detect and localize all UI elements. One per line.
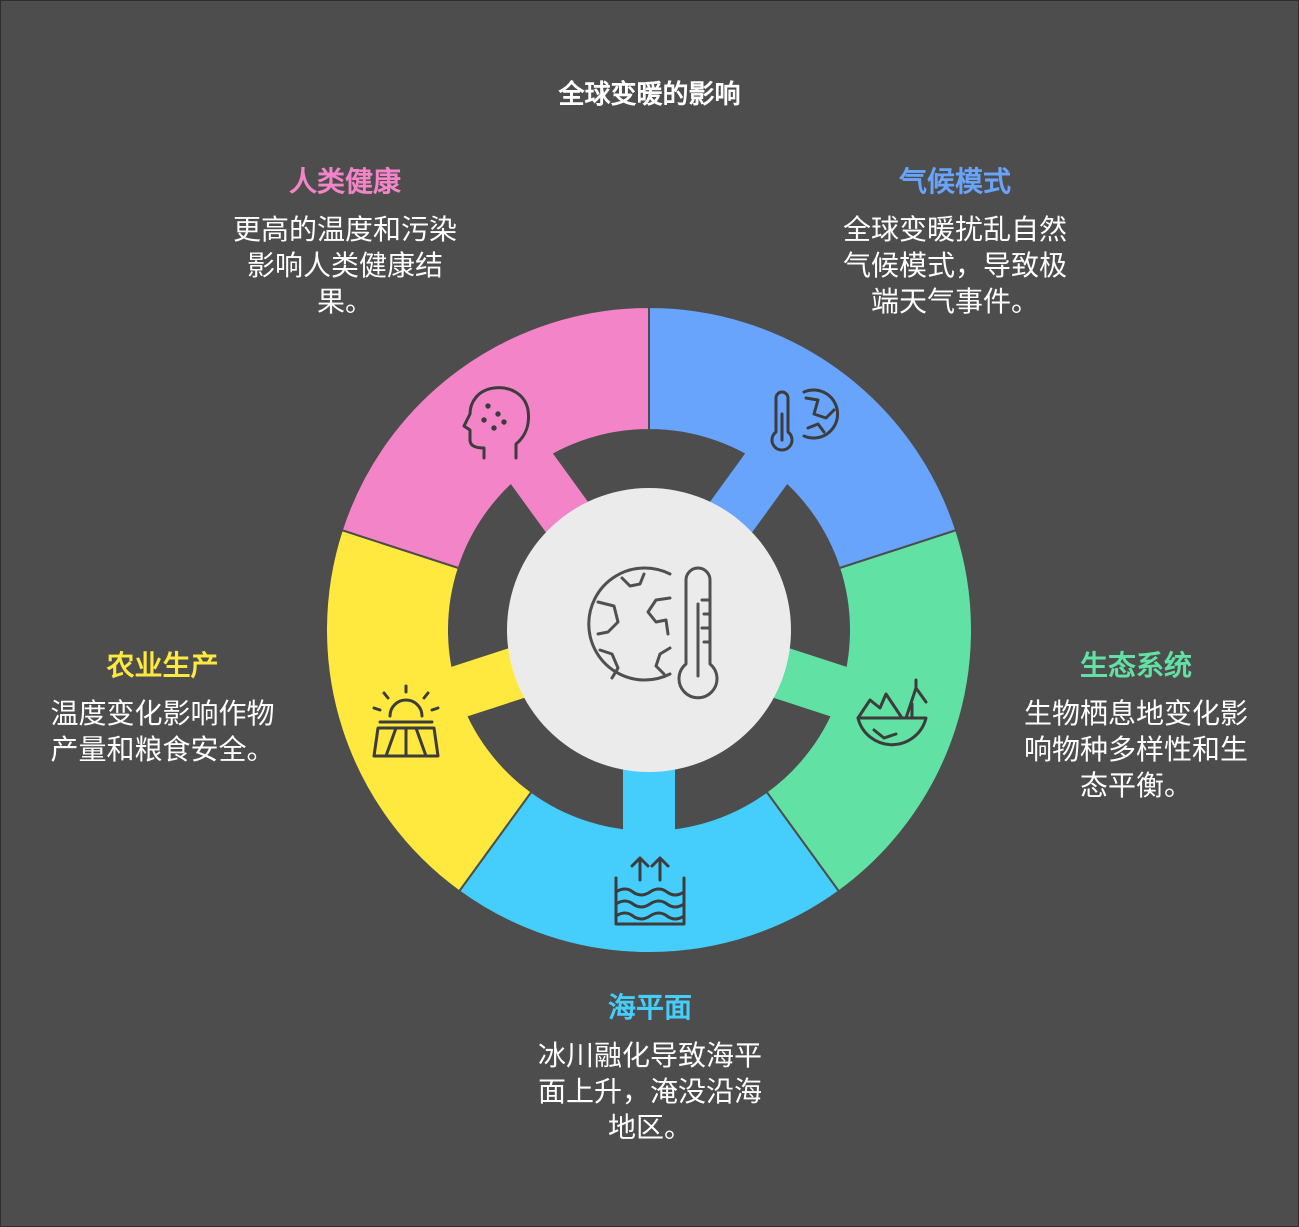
connector-eco [770,647,853,719]
eco-block: 生态系统 生物栖息地变化影 响物种多样性和生 态平衡。 [1005,648,1267,804]
agri-text-line-2: 产量和粮食安全。 [50,733,275,766]
diagram-title: 全球变暖的影响 [558,80,741,110]
sea-heading: 海平面 [607,991,692,1024]
connector-sea [623,766,675,835]
health-heading: 人类健康 [288,165,401,198]
segment-health [340,305,650,570]
ecosystem-icon [856,678,928,747]
sea-text-line-2: 面上升，淹没沿海 [537,1075,762,1108]
agri-text-line-1: 温度变化影响作物 [50,697,275,730]
health-text-line-2: 影响人类健康结 [246,249,443,282]
sea-text-line-3: 地区。 [607,1111,692,1144]
climate-text-line-1: 全球变暖扰乱自然 [842,213,1067,246]
climate-block: 气候模式 全球变暖扰乱自然 气候模式，导致极 端天气事件。 [825,164,1085,320]
thermometer-globe-icon [770,388,840,452]
globe-thermometer-icon [587,566,719,700]
agri-heading: 农业生产 [106,649,219,682]
sea-text-line-1: 冰川融化导致海平 [537,1039,762,1072]
sun-field-icon [372,684,440,758]
climate-heading: 气候模式 [898,165,1011,198]
segment-eco [765,528,973,893]
center-circle [507,488,791,772]
eco-text-line-2: 响物种多样性和生 [1023,733,1248,766]
climate-text-line-3: 端天气事件。 [870,285,1039,318]
health-text-line-3: 果。 [316,285,373,318]
segment-climate [648,305,958,570]
eco-text-line-3: 态平衡。 [1079,769,1192,802]
human-head-icon [462,386,530,460]
eco-text-line-1: 生物栖息地变化影 [1023,697,1248,730]
sea-block: 海平面 冰川融化导致海平 面上升，淹没沿海 地区。 [520,990,780,1146]
agri-block: 农业生产 温度变化影响作物 产量和粮食安全。 [30,648,295,768]
connector-agri [445,647,528,719]
health-block: 人类健康 更高的温度和污染 影响人类健康结 果。 [215,164,475,320]
rising-water-icon [614,856,686,926]
segment-sea [457,790,841,955]
health-text-line-1: 更高的温度和污染 [232,213,457,246]
climate-text-line-2: 气候模式，导致极 [842,249,1067,282]
segment-agri [325,528,533,893]
eco-heading: 生态系统 [1079,649,1192,682]
